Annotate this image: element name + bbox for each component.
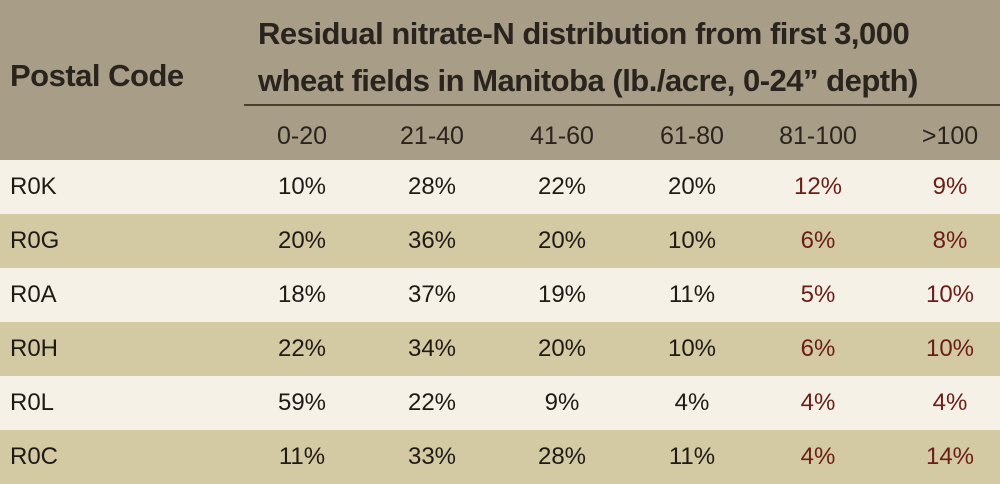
- postal-code-cell: R0G: [10, 227, 60, 254]
- column-header-0-20: 0-20: [276, 122, 328, 150]
- postal-code-column-header: Postal Code: [10, 58, 184, 93]
- table-row: R0G 20% 36% 20% 10% 6% 8%: [0, 214, 1000, 268]
- title-divider: [244, 104, 1000, 106]
- value-cell: 10%: [667, 335, 717, 362]
- table-title-line-1: Residual nitrate-N distribution from fir…: [258, 16, 910, 51]
- value-cell: 5%: [800, 281, 836, 308]
- table-row: R0H 22% 34% 20% 10% 6% 10%: [0, 322, 1000, 376]
- value-cell: 4%: [800, 443, 836, 470]
- column-header-41-60: 41-60: [530, 122, 594, 150]
- postal-code-cell: R0H: [10, 335, 59, 362]
- value-cell: 4%: [932, 389, 968, 416]
- value-cell: 37%: [407, 281, 457, 308]
- value-cell: 22%: [277, 335, 327, 362]
- value-cell: 12%: [793, 173, 843, 200]
- value-cell: 10%: [925, 335, 975, 362]
- value-cell: 11%: [668, 443, 716, 470]
- value-cell: 22%: [407, 389, 457, 416]
- value-cell: 10%: [277, 173, 327, 200]
- value-cell: 28%: [407, 173, 457, 200]
- value-cell: 19%: [537, 281, 587, 308]
- table-row: R0K 10% 28% 22% 20% 12% 9%: [0, 160, 1000, 214]
- value-cell: 6%: [800, 227, 836, 254]
- postal-code-cell: R0L: [10, 389, 55, 416]
- value-cell: 4%: [800, 389, 836, 416]
- value-cell: 9%: [544, 389, 580, 416]
- value-cell: 6%: [800, 335, 836, 362]
- column-header-21-40: 21-40: [400, 122, 464, 150]
- value-cell: 11%: [278, 443, 326, 470]
- value-cell: 20%: [277, 227, 327, 254]
- value-cell: 14%: [925, 443, 975, 470]
- column-header-over-100: >100: [921, 122, 979, 150]
- table-row: R0L 59% 22% 9% 4% 4% 4%: [0, 376, 1000, 430]
- value-cell: 20%: [537, 335, 587, 362]
- value-cell: 11%: [668, 281, 716, 308]
- value-cell: 28%: [537, 443, 587, 470]
- table-row: R0A 18% 37% 19% 11% 5% 10%: [0, 268, 1000, 322]
- value-cell: 20%: [537, 227, 587, 254]
- value-cell: 4%: [674, 389, 710, 416]
- value-cell: 33%: [407, 443, 457, 470]
- table-title-line-2: wheat fields in Manitoba (lb./acre, 0-24…: [258, 63, 918, 98]
- postal-code-cell: R0C: [10, 443, 59, 470]
- value-cell: 20%: [667, 173, 717, 200]
- column-header-81-100: 81-100: [779, 122, 857, 150]
- value-cell: 8%: [932, 227, 968, 254]
- value-cell: 34%: [407, 335, 457, 362]
- value-cell: 59%: [277, 389, 327, 416]
- table-title: Residual nitrate-N distribution from fir…: [258, 10, 988, 104]
- table-header: Postal Code Residual nitrate-N distribut…: [0, 0, 1000, 160]
- column-header-61-80: 61-80: [660, 122, 724, 150]
- value-cell: 10%: [925, 281, 975, 308]
- value-cell: 18%: [277, 281, 327, 308]
- postal-code-cell: R0K: [10, 173, 57, 200]
- value-cell: 36%: [407, 227, 457, 254]
- value-cell: 9%: [932, 173, 968, 200]
- table-row: R0C 11% 33% 28% 11% 4% 14%: [0, 430, 1000, 484]
- value-cell: 10%: [667, 227, 717, 254]
- postal-code-cell: R0A: [10, 281, 57, 308]
- value-cell: 22%: [537, 173, 587, 200]
